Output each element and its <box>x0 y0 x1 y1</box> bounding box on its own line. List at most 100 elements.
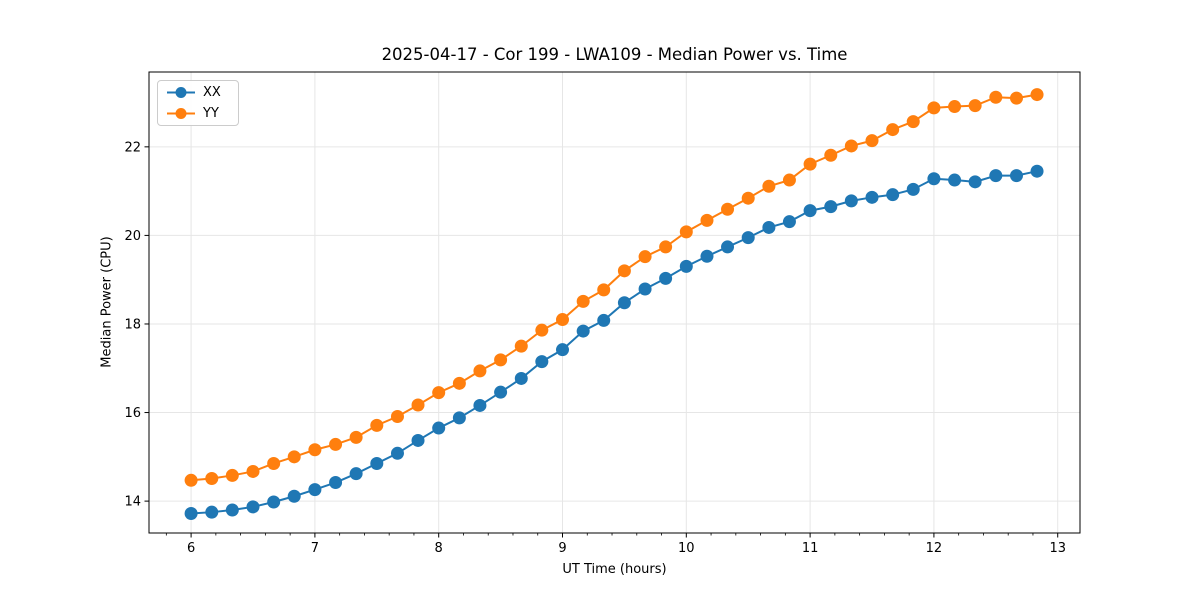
data-point-xx <box>329 476 343 490</box>
x-tick-label: 13 <box>1049 541 1066 556</box>
data-point-yy <box>617 264 631 278</box>
y-tick-label: 20 <box>124 229 141 244</box>
data-point-yy <box>865 134 879 148</box>
data-point-xx <box>390 446 404 460</box>
data-point-xx <box>246 500 260 514</box>
series-line-xx <box>191 170 1038 515</box>
data-point-yy <box>267 456 281 470</box>
data-point-yy <box>452 376 466 390</box>
y-tick-label: 22 <box>124 140 141 155</box>
data-point-yy <box>184 473 198 487</box>
legend-item-xx: XX <box>167 86 229 99</box>
data-point-yy <box>225 468 239 482</box>
data-point-xx <box>803 204 817 218</box>
data-point-yy <box>1009 91 1023 105</box>
data-point-xx <box>927 172 941 186</box>
data-point-yy <box>246 464 260 478</box>
data-point-yy <box>473 364 487 378</box>
data-point-yy <box>782 173 796 187</box>
data-point-xx <box>1009 169 1023 183</box>
data-point-yy <box>556 313 570 327</box>
x-axis-label: UT Time (hours) <box>562 562 667 577</box>
data-point-xx <box>432 421 446 435</box>
data-point-yy <box>844 139 858 153</box>
data-point-yy <box>390 410 404 424</box>
data-point-yy <box>700 213 714 227</box>
x-tick-label: 10 <box>678 541 695 556</box>
data-point-yy <box>948 100 962 114</box>
x-tick-label: 12 <box>926 541 943 556</box>
data-point-yy <box>287 450 301 464</box>
data-point-yy <box>638 250 652 264</box>
data-point-xx <box>659 271 673 285</box>
data-point-xx <box>948 173 962 187</box>
data-point-xx <box>721 240 735 254</box>
plot-border <box>148 71 1081 534</box>
data-point-xx <box>906 182 920 196</box>
data-point-yy <box>1030 88 1044 102</box>
y-tick-label: 14 <box>124 495 141 510</box>
x-tick-label: 11 <box>802 541 819 556</box>
x-tick-label: 6 <box>187 541 195 556</box>
data-point-xx <box>535 355 549 369</box>
data-point-xx <box>824 200 838 214</box>
data-point-xx <box>679 259 693 273</box>
legend-item-yy: YY <box>167 107 229 120</box>
data-point-yy <box>824 148 838 162</box>
data-point-xx <box>452 411 466 425</box>
legend-label-xx: XX <box>203 85 221 100</box>
data-point-xx <box>700 249 714 263</box>
data-point-yy <box>349 430 363 444</box>
series-line-yy <box>191 93 1038 482</box>
data-point-yy <box>803 157 817 171</box>
data-point-xx <box>349 467 363 481</box>
data-point-yy <box>535 323 549 337</box>
data-point-yy <box>762 179 776 193</box>
data-point-yy <box>205 472 219 486</box>
data-point-xx <box>741 231 755 245</box>
data-point-xx <box>411 433 425 447</box>
data-point-yy <box>370 418 384 432</box>
data-point-yy <box>741 191 755 205</box>
legend-marker-xx-icon <box>167 87 195 98</box>
data-point-yy <box>989 90 1003 104</box>
data-point-xx <box>514 371 528 385</box>
x-tick-label: 9 <box>558 541 566 556</box>
data-point-xx <box>1030 164 1044 178</box>
x-tick-label: 8 <box>435 541 443 556</box>
data-point-yy <box>886 123 900 137</box>
data-point-yy <box>927 101 941 115</box>
data-point-yy <box>679 225 693 239</box>
data-point-yy <box>968 99 982 113</box>
data-point-yy <box>597 283 611 297</box>
data-point-xx <box>597 313 611 327</box>
x-tick-label: 7 <box>311 541 319 556</box>
data-point-xx <box>287 489 301 503</box>
data-point-xx <box>494 385 508 399</box>
data-point-xx <box>638 282 652 296</box>
data-point-xx <box>370 456 384 470</box>
data-point-yy <box>659 240 673 254</box>
data-point-yy <box>308 443 322 457</box>
data-point-yy <box>411 398 425 412</box>
y-tick-label: 16 <box>124 406 141 421</box>
data-point-xx <box>617 296 631 310</box>
data-point-xx <box>989 169 1003 183</box>
data-point-yy <box>432 386 446 400</box>
legend-marker-yy-icon <box>167 108 195 119</box>
data-point-yy <box>721 202 735 216</box>
data-point-xx <box>762 220 776 234</box>
data-point-yy <box>329 437 343 451</box>
data-point-yy <box>906 115 920 129</box>
data-point-xx <box>184 507 198 521</box>
data-point-xx <box>782 215 796 229</box>
legend: XX YY <box>157 80 239 126</box>
y-tick-label: 18 <box>124 317 141 332</box>
legend-label-yy: YY <box>203 106 219 121</box>
data-point-xx <box>844 194 858 208</box>
data-point-yy <box>514 339 528 353</box>
data-point-xx <box>576 324 590 338</box>
data-point-xx <box>968 175 982 189</box>
